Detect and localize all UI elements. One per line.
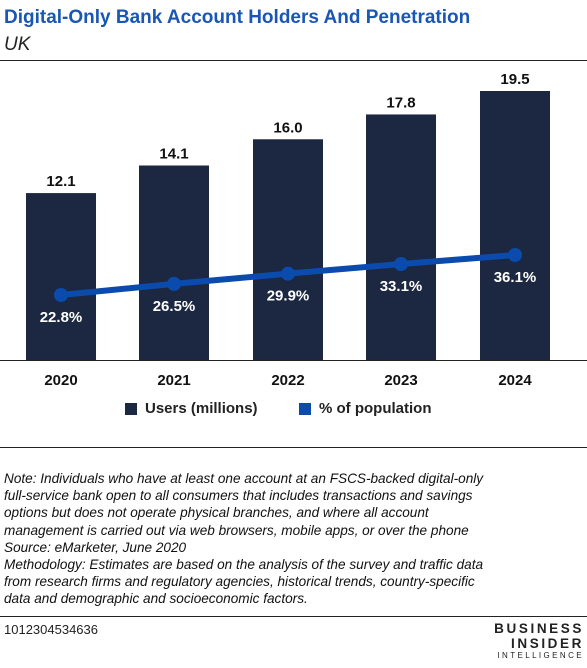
brand-line-intelligence: INTELLIGENCE bbox=[497, 651, 584, 660]
population-value-label: 22.8% bbox=[40, 309, 83, 326]
notes-block: Note: Individuals who have at least one … bbox=[4, 470, 584, 608]
source-line: Source: eMarketer, June 2020 bbox=[4, 539, 187, 555]
x-tick-label: 2021 bbox=[157, 372, 190, 389]
notes-divider bbox=[0, 447, 587, 448]
legend-label-population: % of population bbox=[319, 400, 432, 417]
methodology-line: data and demographic and socioeconomic f… bbox=[4, 591, 308, 607]
population-value-label: 29.9% bbox=[267, 288, 310, 305]
methodology-line: from research firms and regulatory agenc… bbox=[4, 574, 475, 590]
note-line: Note: Individuals who have at least one … bbox=[4, 471, 484, 486]
bar-line-chart: 12.1 14.1 16.0 17.8 19.5 2020 2021 2022 2023 2024… bbox=[0, 71, 587, 389]
x-tick-label: 2020 bbox=[44, 372, 77, 389]
legend-swatch-population bbox=[299, 402, 311, 415]
population-value-label: 36.1% bbox=[494, 269, 537, 286]
population-point-2024 bbox=[508, 248, 522, 262]
bar-value-label: 14.1 bbox=[159, 145, 188, 162]
chart-title: Digital-Only Bank Account Holders And Pe… bbox=[4, 7, 471, 28]
bar-2022 bbox=[253, 139, 323, 360]
bar-value-label: 19.5 bbox=[500, 71, 529, 88]
x-tick-label: 2023 bbox=[384, 372, 417, 389]
population-value-label: 33.1% bbox=[380, 278, 423, 295]
bar-2021 bbox=[139, 165, 209, 360]
bar-value-label: 17.8 bbox=[386, 94, 415, 111]
population-value-label: 26.5% bbox=[153, 298, 196, 315]
bar-value-label: 12.1 bbox=[46, 173, 75, 190]
population-point-2021 bbox=[167, 276, 181, 291]
bar-value-label: 16.0 bbox=[273, 119, 302, 136]
population-point-2023 bbox=[394, 257, 408, 272]
note-line: full-service bank open to all consumers … bbox=[4, 488, 473, 504]
legend-item-population: % of population bbox=[299, 400, 431, 417]
brand-line-insider: INSIDER bbox=[511, 636, 584, 651]
note-line: options but does not operate physical br… bbox=[4, 505, 429, 521]
bar-2020 bbox=[26, 193, 96, 360]
brand-logo: BUSINESS INSIDER INTELLIGENCE bbox=[494, 621, 584, 661]
top-divider bbox=[0, 60, 587, 61]
brand-line-business: BUSINESS bbox=[494, 621, 584, 636]
note-line: management is carried out via web browse… bbox=[4, 522, 469, 538]
legend-item-users: Users (millions) bbox=[125, 400, 258, 417]
bar-2023 bbox=[366, 114, 436, 360]
legend: Users (millions) % of population bbox=[0, 400, 587, 424]
x-tick-label: 2022 bbox=[271, 372, 304, 389]
population-point-2020 bbox=[54, 288, 68, 302]
population-point-2022 bbox=[281, 266, 295, 281]
chart-subtitle: UK bbox=[4, 34, 31, 55]
legend-label-users: Users (millions) bbox=[145, 400, 258, 417]
footer-divider bbox=[0, 616, 587, 617]
x-tick-label: 2024 bbox=[498, 372, 532, 389]
chart-id-code: 1012304534636 bbox=[4, 622, 98, 637]
methodology-line: Methodology: Estimates are based on the … bbox=[4, 557, 484, 573]
bar-2024 bbox=[480, 91, 550, 360]
legend-swatch-users bbox=[125, 402, 137, 415]
